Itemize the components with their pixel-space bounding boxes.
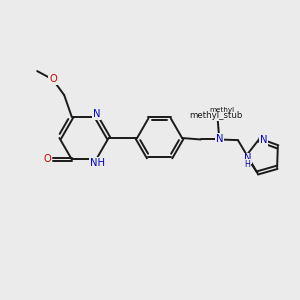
Text: methyl_stub: methyl_stub — [190, 111, 243, 120]
Text: N: N — [244, 153, 251, 164]
Text: O: O — [49, 74, 57, 84]
Text: N: N — [215, 134, 223, 144]
Text: methyl: methyl — [209, 107, 234, 113]
Text: O: O — [44, 154, 52, 164]
Text: NH: NH — [90, 158, 105, 168]
Text: N: N — [93, 109, 101, 119]
Text: N: N — [260, 135, 267, 145]
Text: H: H — [244, 160, 250, 169]
